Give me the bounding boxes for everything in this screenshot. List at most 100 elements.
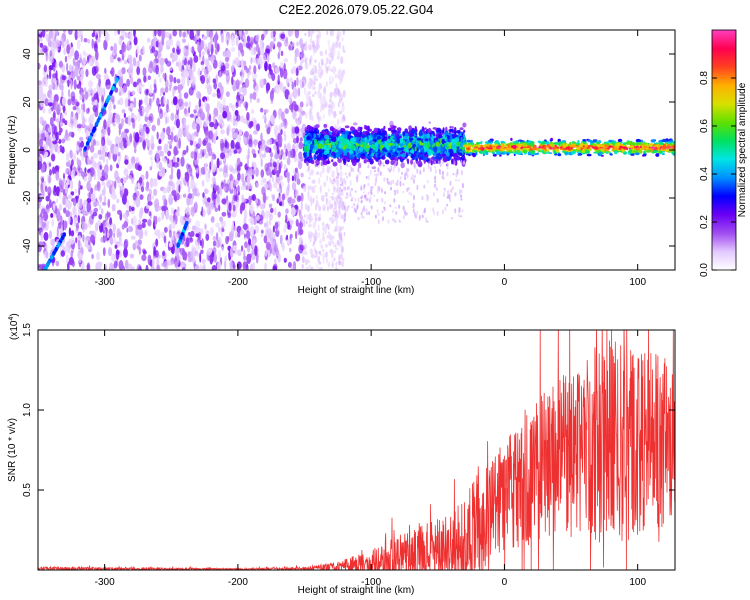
spectrogram-cell bbox=[327, 205, 329, 212]
spectrogram-cell bbox=[322, 226, 326, 232]
spectrogram-cell bbox=[341, 192, 344, 196]
spectrogram-cell bbox=[70, 230, 75, 237]
spectrogram-cell bbox=[407, 142, 412, 149]
spectrogram-cell bbox=[70, 79, 73, 90]
spectrogram-cell bbox=[196, 123, 200, 133]
spectrogram-cell bbox=[277, 211, 281, 218]
spectrogram-cell bbox=[292, 137, 298, 144]
spectrogram-cell bbox=[265, 48, 270, 54]
spectrogram-cell bbox=[390, 165, 393, 169]
spectrogram-cell bbox=[331, 252, 334, 259]
spectrogram-cell bbox=[174, 157, 178, 163]
spectrogram-cell bbox=[53, 185, 57, 192]
spectrogram-cell bbox=[102, 247, 106, 257]
spectrogram-cell bbox=[264, 249, 268, 257]
spectrogram-cell bbox=[55, 84, 58, 91]
spectrogram-cell bbox=[334, 113, 337, 117]
spectrogram-cell bbox=[188, 100, 192, 109]
spectrogram-cell bbox=[55, 131, 59, 141]
spectrogram-cell bbox=[336, 118, 340, 126]
spectrogram-cell bbox=[309, 248, 313, 255]
spectrogram-cell bbox=[333, 48, 336, 56]
spectrogram-cell bbox=[260, 176, 264, 187]
spectrogram-cell bbox=[295, 117, 298, 123]
spectrogram-cell bbox=[113, 232, 116, 238]
spectrogram-cell bbox=[118, 97, 124, 106]
spectrogram-cell bbox=[176, 157, 180, 163]
spectrogram-cell bbox=[171, 235, 175, 241]
spectrogram-cell bbox=[134, 132, 140, 143]
spectrogram-cell bbox=[325, 49, 327, 55]
spectrogram-cell bbox=[303, 151, 307, 158]
spectrogram-cell bbox=[326, 234, 330, 239]
spectrogram-cell bbox=[290, 68, 295, 75]
spectrogram-cell bbox=[406, 147, 409, 153]
spectrogram-cell bbox=[328, 231, 330, 235]
spectrogram-cell bbox=[231, 104, 235, 112]
spectrogram-cell bbox=[254, 245, 258, 257]
spectrogram-cell bbox=[131, 179, 134, 184]
spectrogram-cell bbox=[348, 131, 352, 135]
spectrogram-cell bbox=[56, 198, 59, 204]
spectrogram-cell bbox=[172, 30, 177, 37]
spectrogram-cell bbox=[152, 179, 157, 187]
spectrogram-cell bbox=[130, 235, 136, 240]
spectrogram-cell bbox=[294, 30, 300, 39]
spectrogram-cell bbox=[251, 194, 256, 201]
spectrogram-cell bbox=[374, 142, 378, 147]
spectrogram-cell bbox=[38, 30, 41, 34]
spectrogram-cell bbox=[340, 253, 343, 260]
spectrogram-cell bbox=[138, 247, 142, 255]
spectrogram-cell bbox=[209, 161, 212, 171]
spectrogram-cell bbox=[366, 155, 372, 159]
spectrogram-cell bbox=[263, 222, 267, 228]
spectrogram-cell bbox=[189, 140, 194, 146]
spectrogram-cell bbox=[200, 249, 204, 255]
spectrogram-cell bbox=[312, 242, 315, 247]
spectrogram-cell bbox=[92, 111, 95, 123]
spectrogram-cell bbox=[175, 246, 180, 255]
spectrogram-cell bbox=[383, 201, 386, 205]
spectrogram-cell bbox=[201, 238, 204, 249]
spectrogram-cell bbox=[393, 129, 397, 133]
spectrogram-cell bbox=[451, 158, 453, 165]
spectrogram-cell bbox=[338, 260, 342, 266]
spectrogram-cell bbox=[199, 228, 204, 235]
spectrogram-cell bbox=[182, 250, 187, 260]
spectrogram-cell bbox=[168, 242, 173, 248]
spectrogram-cell bbox=[351, 159, 357, 167]
spectrogram-cell bbox=[109, 217, 113, 226]
spectrogram-cell bbox=[162, 187, 167, 194]
spectrogram-cell bbox=[316, 171, 319, 175]
spectrogram-cell bbox=[224, 139, 228, 148]
spectrogram-cell bbox=[113, 237, 117, 245]
spectrogram-cell bbox=[424, 141, 428, 144]
spectrogram-cell bbox=[283, 68, 288, 80]
spectrogram-cell bbox=[98, 30, 101, 39]
spectrogram-cell bbox=[300, 61, 303, 67]
spectrogram-cell bbox=[263, 109, 269, 114]
spectrogram-cell bbox=[132, 161, 135, 169]
spectrogram-cell bbox=[256, 214, 260, 221]
spectrogram-cell bbox=[199, 75, 203, 81]
spectrogram-cell bbox=[109, 164, 113, 172]
spectrogram-cell bbox=[50, 238, 56, 247]
spectrogram-cell bbox=[152, 195, 155, 200]
spectrogram-cell bbox=[327, 188, 330, 193]
spectrogram-cell bbox=[230, 139, 235, 150]
spectrogram-cell bbox=[183, 92, 189, 99]
spectrogram-cell bbox=[365, 148, 369, 153]
spectrogram-cell bbox=[338, 75, 341, 80]
spectrogram-cell bbox=[79, 136, 84, 142]
spectrogram-cell bbox=[285, 36, 288, 44]
spectrogram-cell bbox=[316, 30, 319, 33]
spectrogram-cell bbox=[305, 56, 308, 63]
spectrogram-cell bbox=[455, 130, 461, 134]
spectrogram-cell bbox=[337, 135, 342, 141]
spectrogram-cell bbox=[79, 94, 82, 101]
spectrogram-cell bbox=[114, 87, 119, 93]
spectrogram-cell bbox=[117, 30, 121, 35]
spectrogram-cell bbox=[138, 228, 144, 240]
spectrogram-cell bbox=[139, 207, 144, 216]
spectrogram-cell bbox=[215, 232, 219, 242]
